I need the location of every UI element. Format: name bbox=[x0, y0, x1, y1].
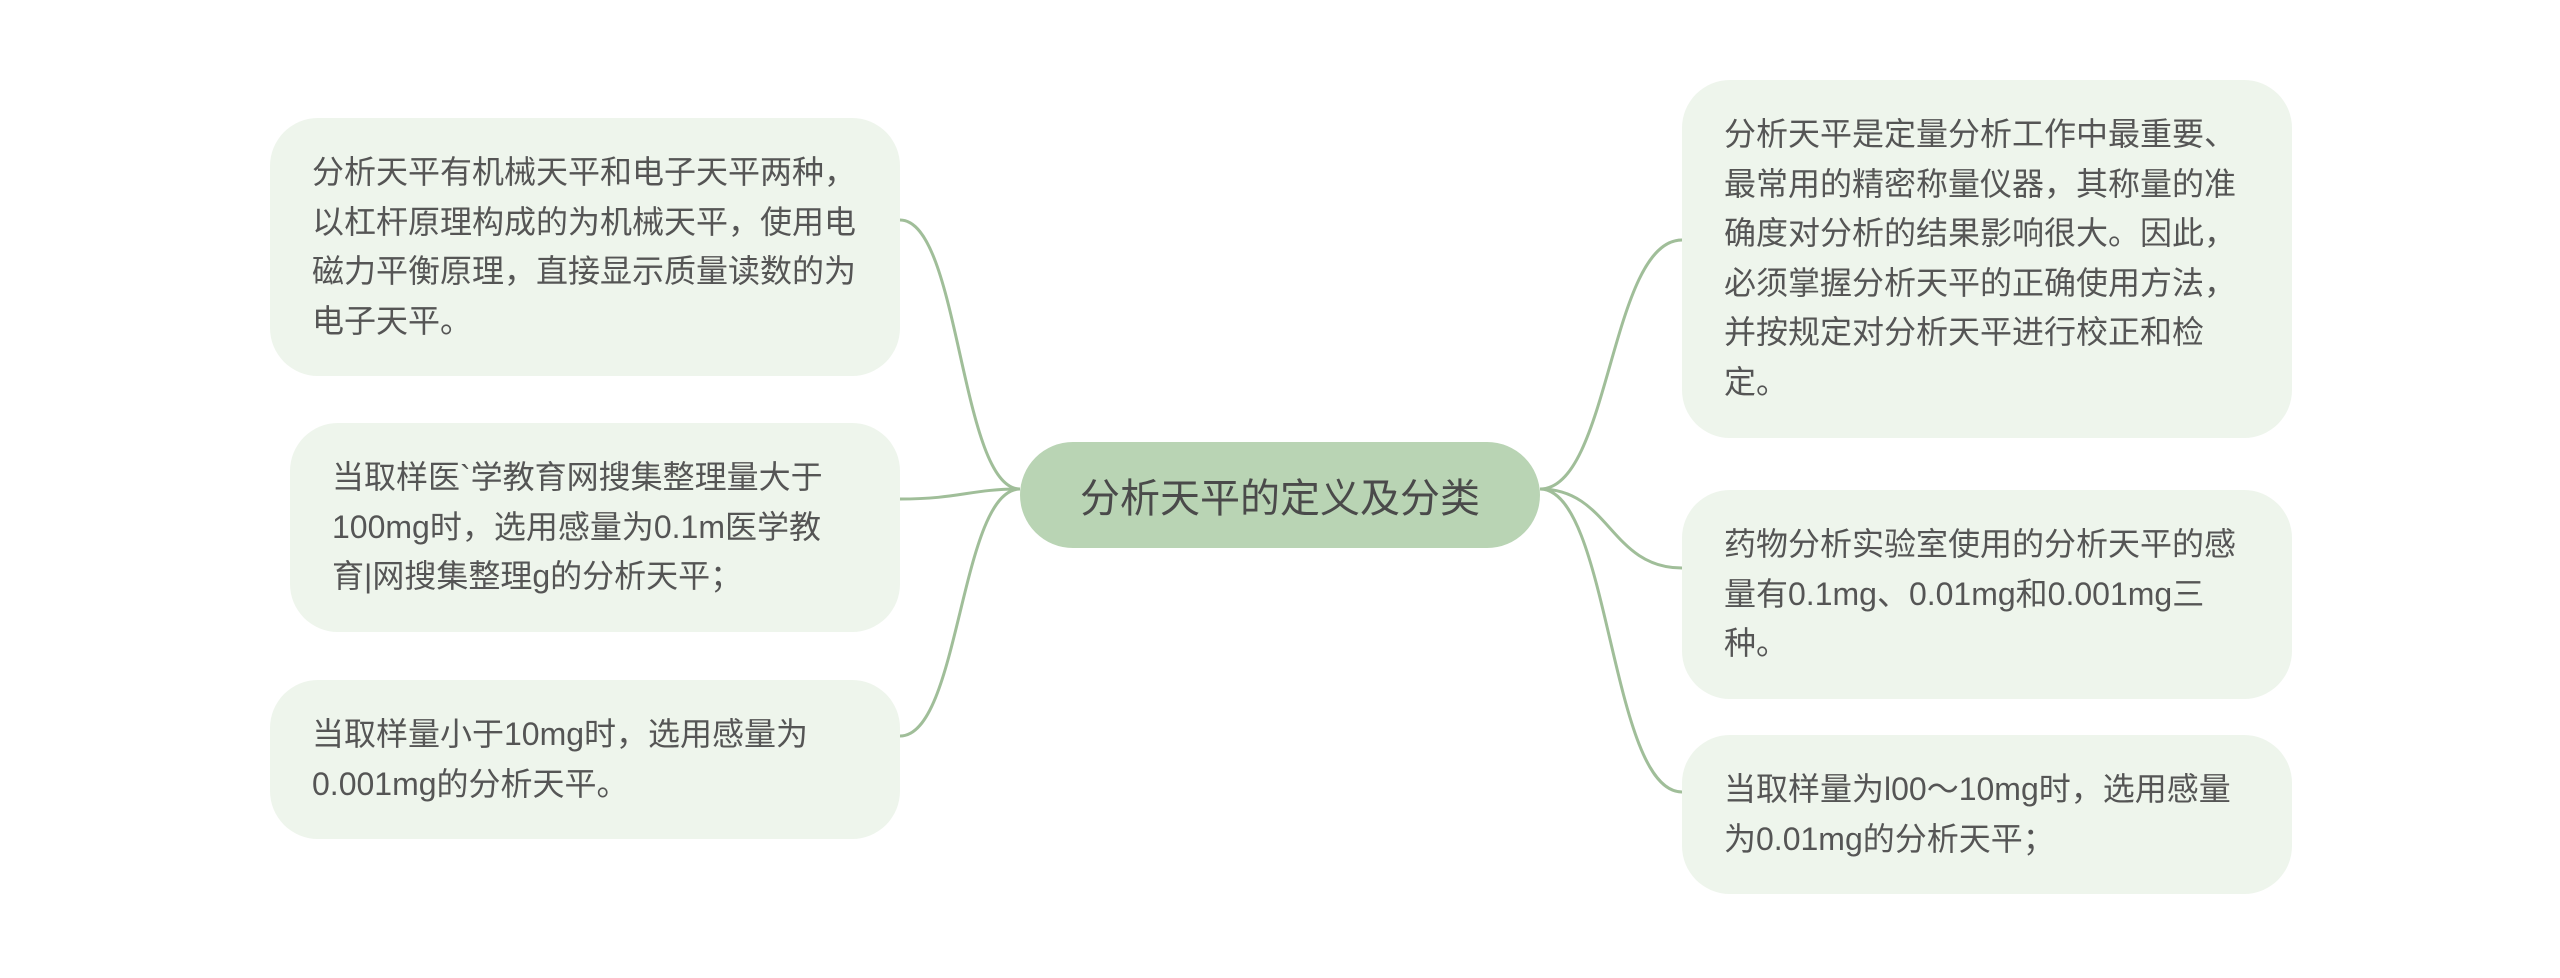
connector bbox=[900, 220, 1020, 489]
connector bbox=[900, 489, 1020, 736]
leaf-text: 当取样量小于10mg时，选用感量为0.001mg的分析天平。 bbox=[312, 716, 808, 802]
leaf-right-1: 分析天平是定量分析工作中最重要、最常用的精密称量仪器，其称量的准确度对分析的结果… bbox=[1682, 80, 2292, 438]
connector bbox=[1540, 240, 1682, 489]
mindmap-canvas: 分析天平有机械天平和电子天平两种，以杠杆原理构成的为机械天平，使用电磁力平衡原理… bbox=[0, 0, 2560, 978]
leaf-text: 分析天平是定量分析工作中最重要、最常用的精密称量仪器，其称量的准确度对分析的结果… bbox=[1724, 116, 2236, 400]
leaf-text: 药物分析实验室使用的分析天平的感量有0.1mg、0.01mg和0.001mg三种… bbox=[1724, 526, 2236, 661]
connector bbox=[900, 489, 1020, 499]
center-label: 分析天平的定义及分类 bbox=[1080, 466, 1480, 524]
leaf-text: 当取样量为l00～10mg时，选用感量为0.01mg的分析天平； bbox=[1724, 771, 2231, 857]
connector bbox=[1540, 489, 1682, 568]
leaf-left-2: 当取样医`学教育网搜集整理量大于100mg时，选用感量为0.1m医学教育|网搜集… bbox=[290, 423, 900, 632]
leaf-text: 分析天平有机械天平和电子天平两种，以杠杆原理构成的为机械天平，使用电磁力平衡原理… bbox=[312, 154, 856, 339]
leaf-right-2: 药物分析实验室使用的分析天平的感量有0.1mg、0.01mg和0.001mg三种… bbox=[1682, 490, 2292, 699]
leaf-right-3: 当取样量为l00～10mg时，选用感量为0.01mg的分析天平； bbox=[1682, 735, 2292, 894]
center-node: 分析天平的定义及分类 bbox=[1020, 442, 1540, 548]
leaf-left-3: 当取样量小于10mg时，选用感量为0.001mg的分析天平。 bbox=[270, 680, 900, 839]
leaf-left-1: 分析天平有机械天平和电子天平两种，以杠杆原理构成的为机械天平，使用电磁力平衡原理… bbox=[270, 118, 900, 376]
leaf-text: 当取样医`学教育网搜集整理量大于100mg时，选用感量为0.1m医学教育|网搜集… bbox=[332, 459, 823, 594]
connector bbox=[1540, 489, 1682, 792]
